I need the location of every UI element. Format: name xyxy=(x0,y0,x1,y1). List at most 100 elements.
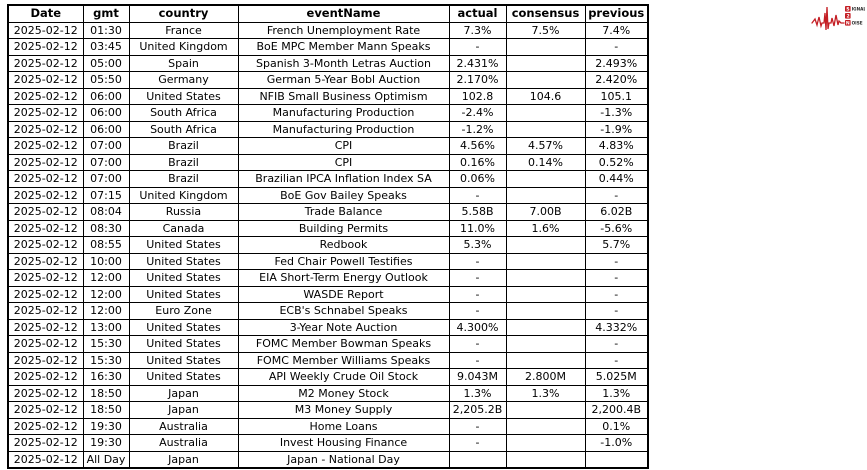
table-cell: - xyxy=(448,335,507,353)
table-cell: 12:00 xyxy=(82,302,130,320)
table-cell: 2.431% xyxy=(448,54,507,72)
logo-word-signal-rest: IGNAL xyxy=(852,7,865,12)
table-cell: CPI xyxy=(237,153,450,171)
table-cell: Japan xyxy=(128,384,239,402)
logo-initial-box xyxy=(845,6,851,12)
table-cell: Spanish 3-Month Letras Auction xyxy=(237,54,450,72)
table-row: 2025-02-12 07:00 Brazil CPI 0.16% 0.14% 0.52% xyxy=(7,153,649,171)
table-cell: 19:30 xyxy=(82,417,130,435)
table-row: 2025-02-12 05:00 Spain Spanish 3-Month Letr… xyxy=(7,54,649,72)
table-cell: Canada xyxy=(128,219,239,237)
table-cell: 4.56% xyxy=(448,137,507,155)
table-cell: 1.3% xyxy=(448,384,507,402)
table-row: 2025-02-12 05:50 Germany German 5-Year Bobl… xyxy=(7,71,649,89)
table-cell: 2025-02-12 xyxy=(7,302,84,320)
table-cell: South Africa xyxy=(128,104,239,122)
table-cell: 12:00 xyxy=(82,285,130,303)
table-cell: 2025-02-12 xyxy=(7,368,84,386)
table-cell xyxy=(505,269,586,287)
table-cell: Redbook xyxy=(237,236,450,254)
table-cell: - xyxy=(448,302,507,320)
table-cell: 2025-02-12 xyxy=(7,434,84,452)
table-cell: 2025-02-12 xyxy=(7,285,84,303)
table-row: 2025-02-12 All Day Japan Japan - National D… xyxy=(7,450,649,469)
table-cell: 7.3% xyxy=(448,21,507,39)
table-body: 2025-02-12 01:30 France French Unemployment… xyxy=(7,21,649,469)
table-cell: 2025-02-12 xyxy=(7,87,84,105)
table-cell: 0.52% xyxy=(584,153,649,171)
table-cell: BoE MPC Member Mann Speaks xyxy=(237,38,450,56)
table-cell xyxy=(505,302,586,320)
table-cell: Japan - National Day xyxy=(237,450,450,469)
table-cell: United States xyxy=(128,318,239,336)
table-row: 2025-02-12 06:00 South Africa Manufacturing… xyxy=(7,104,649,122)
table-cell: - xyxy=(584,285,649,303)
table-cell: Australia xyxy=(128,434,239,452)
table-cell: 07:00 xyxy=(82,153,130,171)
table-cell: United States xyxy=(128,252,239,270)
column-header-previous: previous xyxy=(584,4,649,23)
table-cell: 2025-02-12 xyxy=(7,21,84,39)
table-cell: United States xyxy=(128,368,239,386)
table-cell: United Kingdom xyxy=(128,186,239,204)
table-cell: 2025-02-12 xyxy=(7,54,84,72)
logo-initial-box xyxy=(845,20,851,26)
table-cell: Brazil xyxy=(128,137,239,155)
logo-wordmark: S IGNAL 2 N OISE xyxy=(845,6,865,27)
table-row: 2025-02-12 13:00 United States 3-Year Note … xyxy=(7,318,649,336)
table-row: 2025-02-12 12:00 Euro Zone ECB's Schnabel S… xyxy=(7,302,649,320)
table-cell: United States xyxy=(128,236,239,254)
table-cell: United States xyxy=(128,335,239,353)
table-cell: 2025-02-12 xyxy=(7,38,84,56)
table-cell: 15:30 xyxy=(82,335,130,353)
table-cell: 2025-02-12 xyxy=(7,186,84,204)
table-cell: 0.44% xyxy=(584,170,649,188)
table-cell: 2.170% xyxy=(448,71,507,89)
table-cell: 7.4% xyxy=(584,21,649,39)
table-cell: 4.300% xyxy=(448,318,507,336)
table-cell: CPI xyxy=(237,137,450,155)
table-cell: -2.4% xyxy=(448,104,507,122)
table-cell: 2025-02-12 xyxy=(7,335,84,353)
table-cell xyxy=(584,450,649,469)
table-row: 2025-02-12 07:15 United Kingdom BoE Gov Bai… xyxy=(7,186,649,204)
ecg-waveform-icon xyxy=(811,6,845,31)
table-cell: 18:50 xyxy=(82,384,130,402)
table-cell xyxy=(505,335,586,353)
table-cell: 3-Year Note Auction xyxy=(237,318,450,336)
table-row: 2025-02-12 03:45 United Kingdom BoE MPC Mem… xyxy=(7,38,649,56)
table-cell: -1.0% xyxy=(584,434,649,452)
table-cell: -5.6% xyxy=(584,219,649,237)
table-cell: 2025-02-12 xyxy=(7,318,84,336)
table-cell: - xyxy=(448,285,507,303)
table-cell: 08:55 xyxy=(82,236,130,254)
table-cell: 104.6 xyxy=(505,87,586,105)
table-cell xyxy=(505,351,586,369)
table-row: 2025-02-12 12:00 United States WASDE Report… xyxy=(7,285,649,303)
table-cell: - xyxy=(584,186,649,204)
table-cell xyxy=(505,434,586,452)
table-cell: Building Permits xyxy=(237,219,450,237)
table-cell: 5.025M xyxy=(584,368,649,386)
table-row: 2025-02-12 07:00 Brazil CPI 4.56% 4.57% 4.83% xyxy=(7,137,649,155)
table-row: 2025-02-12 01:30 France French Unemployment… xyxy=(7,21,649,39)
table-cell: 13:00 xyxy=(82,318,130,336)
table-cell: 2025-02-12 xyxy=(7,236,84,254)
table-cell xyxy=(505,401,586,419)
table-cell: Brazil xyxy=(128,170,239,188)
table-cell xyxy=(505,417,586,435)
logo-initial-n: N xyxy=(846,21,850,27)
table-cell: - xyxy=(584,351,649,369)
logo-initial-2: 2 xyxy=(847,14,850,20)
table-cell: United States xyxy=(128,351,239,369)
table-cell: 2.420% xyxy=(584,71,649,89)
column-header-country: country xyxy=(128,4,239,23)
table-cell: 1.3% xyxy=(505,384,586,402)
table-cell: 18:50 xyxy=(82,401,130,419)
table-cell xyxy=(448,450,507,469)
table-cell: - xyxy=(448,252,507,270)
table-cell: M2 Money Stock xyxy=(237,384,450,402)
table-cell: 07:00 xyxy=(82,170,130,188)
table-cell: 2025-02-12 xyxy=(7,219,84,237)
table-cell xyxy=(505,120,586,138)
